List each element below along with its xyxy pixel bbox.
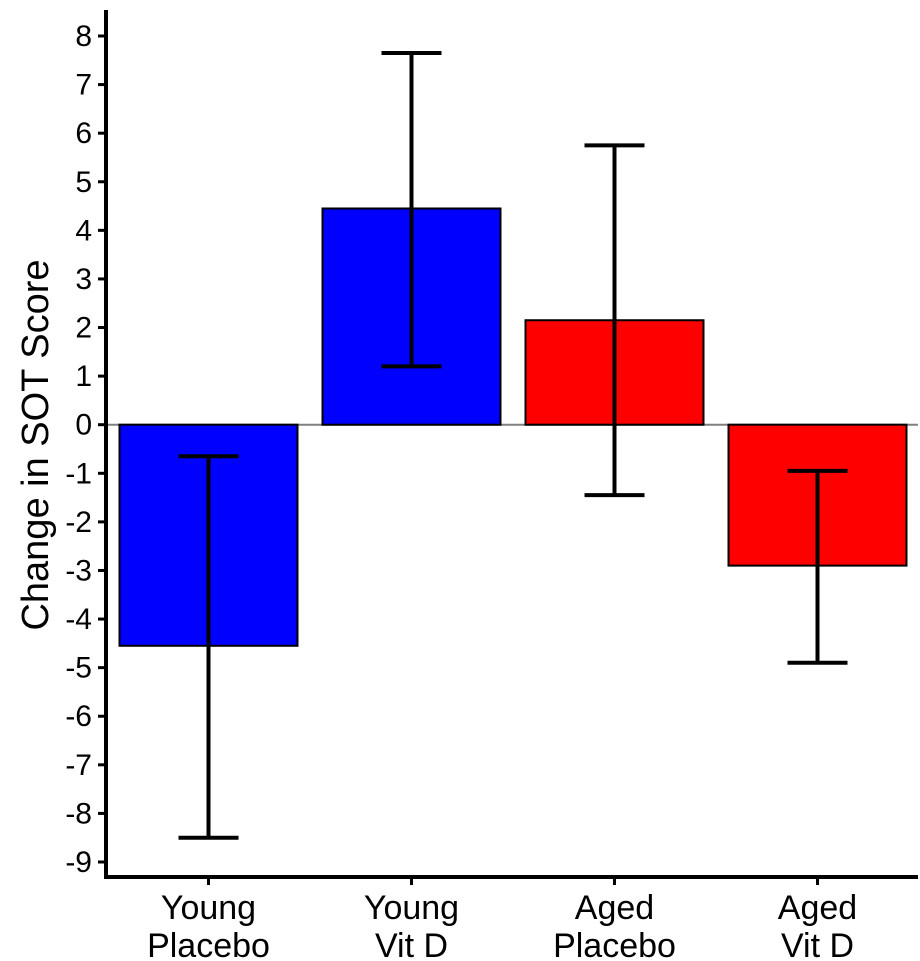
y-tick-label: 2	[75, 312, 92, 345]
x-tick-label-3: Aged Placebo	[553, 889, 676, 961]
y-tick-label: -6	[65, 700, 92, 733]
y-tick-label: 0	[75, 409, 92, 442]
y-tick-label: 6	[75, 117, 92, 150]
y-tick-label: 7	[75, 69, 92, 102]
y-tick-label: -7	[65, 749, 92, 782]
error-bar-3	[584, 143, 645, 498]
y-tick-label: -8	[65, 797, 92, 830]
y-tick-label: -5	[65, 652, 92, 685]
y-tick-label: 8	[75, 20, 92, 53]
y-axis-title: Change in SOT Score	[15, 259, 57, 630]
y-tick-label: -3	[65, 554, 92, 587]
x-tick-label-2: Young Vit D	[364, 889, 459, 961]
y-tick-label: 5	[75, 166, 92, 199]
error-bar-4	[787, 468, 848, 665]
error-bar-2	[381, 51, 442, 369]
y-tick-label: 1	[75, 360, 92, 393]
y-tick-label: 3	[75, 263, 92, 296]
error-bar-1	[178, 454, 239, 840]
y-tick-label: -2	[65, 506, 92, 539]
y-tick-label: 4	[75, 214, 92, 247]
y-tick-label: -4	[65, 603, 92, 636]
x-tick-label-4: Aged Vit D	[778, 889, 857, 961]
y-tick-label: -9	[65, 846, 92, 879]
x-tick-label-1: Young Placebo	[147, 889, 270, 961]
y-tick-label: -1	[65, 457, 92, 490]
